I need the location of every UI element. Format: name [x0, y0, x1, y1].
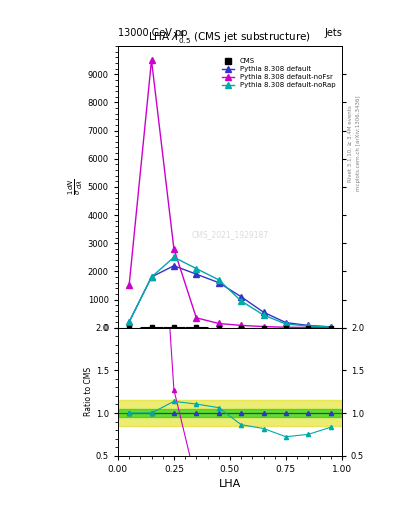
Pythia 8.308 default	[329, 324, 333, 330]
Pythia 8.308 default	[127, 319, 131, 325]
Pythia 8.308 default-noRap	[284, 321, 288, 327]
Pythia 8.308 default-noFsr	[127, 283, 131, 289]
Pythia 8.308 default	[172, 263, 176, 269]
Pythia 8.308 default-noRap	[329, 324, 333, 330]
Pythia 8.308 default-noRap	[216, 276, 221, 283]
Y-axis label: $\frac{1}{\sigma}\frac{dN}{d\lambda}$: $\frac{1}{\sigma}\frac{dN}{d\lambda}$	[67, 178, 85, 196]
Pythia 8.308 default	[216, 280, 221, 286]
Text: CMS_2021_1929187: CMS_2021_1929187	[191, 230, 268, 239]
Pythia 8.308 default	[284, 319, 288, 326]
Pythia 8.308 default-noRap	[261, 312, 266, 318]
Pythia 8.308 default-noRap	[194, 265, 198, 271]
Text: 13000 GeV pp: 13000 GeV pp	[118, 28, 187, 38]
Text: mcplots.cern.ch [arXiv:1306.3436]: mcplots.cern.ch [arXiv:1306.3436]	[356, 96, 361, 191]
Pythia 8.308 default	[261, 309, 266, 315]
Pythia 8.308 default	[149, 274, 154, 280]
Pythia 8.308 default-noFsr	[172, 246, 176, 252]
Y-axis label: Ratio to CMS: Ratio to CMS	[84, 367, 93, 416]
Bar	[118, 400, 342, 426]
Line: Pythia 8.308 default-noRap: Pythia 8.308 default-noRap	[126, 254, 334, 330]
Pythia 8.308 default	[239, 294, 244, 300]
Pythia 8.308 default-noFsr	[239, 323, 244, 329]
Text: Jets: Jets	[324, 28, 342, 38]
Pythia 8.308 default-noRap	[149, 274, 154, 280]
Pythia 8.308 default-noFsr	[329, 325, 333, 331]
Pythia 8.308 default-noFsr	[284, 324, 288, 330]
Pythia 8.308 default-noRap	[306, 323, 311, 329]
Legend: CMS, Pythia 8.308 default, Pythia 8.308 default-noFsr, Pythia 8.308 default-noRa: CMS, Pythia 8.308 default, Pythia 8.308 …	[219, 55, 338, 91]
Line: Pythia 8.308 default: Pythia 8.308 default	[126, 263, 334, 330]
Pythia 8.308 default-noFsr	[194, 315, 198, 321]
Pythia 8.308 default-noRap	[239, 298, 244, 304]
Line: Pythia 8.308 default-noFsr: Pythia 8.308 default-noFsr	[126, 57, 334, 330]
Pythia 8.308 default-noFsr	[216, 321, 221, 327]
Pythia 8.308 default	[194, 271, 198, 278]
Bar	[118, 409, 342, 417]
Pythia 8.308 default-noFsr	[149, 57, 154, 63]
Pythia 8.308 default-noFsr	[261, 324, 266, 330]
Text: Rivet 3.1.10, ≥ 3.4M events: Rivet 3.1.10, ≥ 3.4M events	[348, 105, 353, 182]
Title: LHA $\lambda^{1}_{0.5}$ (CMS jet substructure): LHA $\lambda^{1}_{0.5}$ (CMS jet substru…	[149, 29, 311, 46]
Pythia 8.308 default-noFsr	[306, 325, 311, 331]
Pythia 8.308 default-noRap	[127, 319, 131, 325]
X-axis label: LHA: LHA	[219, 479, 241, 489]
Pythia 8.308 default	[306, 323, 311, 329]
Pythia 8.308 default-noRap	[172, 254, 176, 260]
